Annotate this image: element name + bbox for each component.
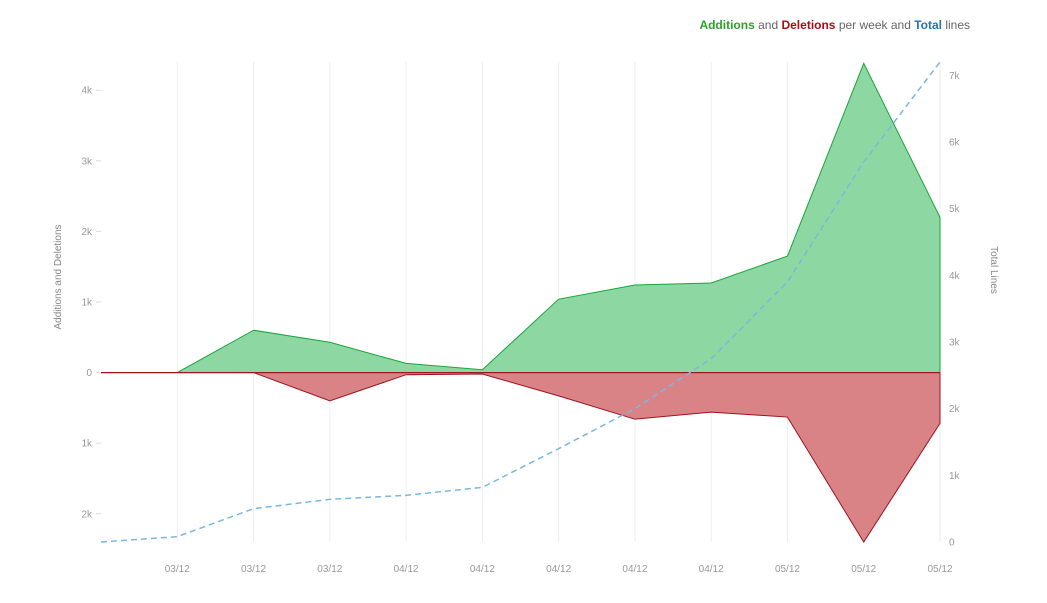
x-tick-label: 04/12 bbox=[546, 564, 571, 575]
area-series bbox=[100, 61, 941, 543]
right-tick-label: 7k bbox=[949, 71, 961, 82]
left-tick-label: 3k bbox=[81, 156, 93, 167]
x-tick-label: 05/12 bbox=[851, 564, 876, 575]
legend-deletions: Deletions bbox=[781, 18, 836, 32]
total-lines-line bbox=[100, 61, 941, 543]
x-tick-label: 04/12 bbox=[699, 564, 724, 575]
x-tick-label: 05/12 bbox=[775, 564, 800, 575]
legend-lines: lines bbox=[941, 18, 970, 32]
chart-legend: Additions and Deletions per week and Tot… bbox=[699, 18, 970, 32]
x-tick-label: 04/12 bbox=[470, 564, 495, 575]
left-tick-label: 2k bbox=[81, 509, 93, 520]
right-tick-label: 5k bbox=[949, 204, 961, 215]
left-tick-label: 1k bbox=[81, 298, 93, 309]
x-tick-label: 03/12 bbox=[317, 564, 342, 575]
right-tick-label: 0 bbox=[949, 538, 955, 549]
left-tick-label: 0 bbox=[86, 368, 92, 379]
right-tick-label: 3k bbox=[949, 338, 961, 349]
deletions-area bbox=[101, 372, 941, 543]
left-tick-label: 4k bbox=[81, 86, 93, 97]
right-tick-label: 1k bbox=[949, 471, 961, 482]
x-tick-label: 04/12 bbox=[622, 564, 647, 575]
left-axis-title: Additions and Deletions bbox=[53, 224, 64, 329]
right-axis-title: Total Lines bbox=[988, 246, 999, 294]
x-tick-label: 04/12 bbox=[394, 564, 419, 575]
right-tick-label: 4k bbox=[949, 271, 961, 282]
right-tick-label: 2k bbox=[949, 404, 961, 415]
legend-and: and bbox=[754, 18, 782, 32]
right-axis-ticks: 7k 6k 5k 4k 3k 2k 1k 0 bbox=[949, 71, 961, 549]
right-tick-label: 6k bbox=[949, 138, 961, 149]
x-tick-label: 05/12 bbox=[927, 564, 952, 575]
x-axis-ticks: 03/12 03/12 03/12 04/12 04/12 04/12 04/12 04/12… bbox=[165, 564, 953, 575]
legend-additions: Additions bbox=[699, 18, 755, 32]
left-tick-label: 2k bbox=[81, 227, 93, 238]
legend-total: Total bbox=[914, 18, 942, 32]
x-tick-label: 03/12 bbox=[165, 564, 190, 575]
legend-per-week-and: per week and bbox=[835, 18, 915, 32]
left-axis-ticks: 4k 3k 2k 1k 0 1k 2k bbox=[81, 86, 101, 520]
left-tick-label: 1k bbox=[81, 439, 93, 450]
additions-area bbox=[101, 62, 941, 374]
x-tick-label: 03/12 bbox=[241, 564, 266, 575]
